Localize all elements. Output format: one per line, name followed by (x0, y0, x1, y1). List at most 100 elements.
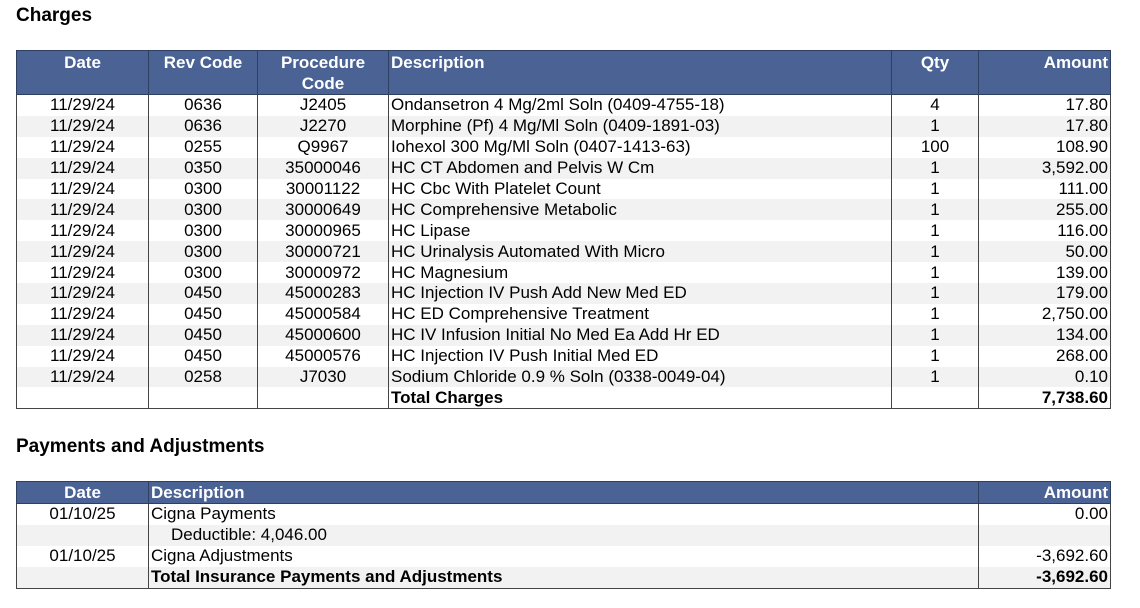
charge-rev-code: 0255 (148, 136, 258, 158)
charge-amount: 108.90 (978, 136, 1111, 158)
charge-qty: 1 (891, 303, 979, 325)
charge-qty: 1 (891, 241, 979, 263)
total-charges-amount: 7,738.60 (978, 387, 1111, 410)
charge-amount: 139.00 (978, 262, 1111, 284)
total-payments-label: Total Insurance Payments and Adjustments (148, 566, 979, 589)
charge-qty: 1 (891, 199, 979, 221)
charge-qty: 1 (891, 220, 979, 242)
total-empty-cell (16, 566, 149, 589)
charge-description: HC Injection IV Push Initial Med ED (388, 345, 892, 367)
charges-body: 11/29/24 0636 J2405 Ondansetron 4 Mg/2ml So… (16, 94, 1111, 410)
charge-description: HC Cbc With Platelet Count (388, 178, 892, 200)
charge-procedure-code: J7030 (257, 366, 389, 388)
payments-body: 01/10/25 Cigna Payments 0.00 Deductible: 4,… (16, 503, 1111, 589)
charge-date: 11/29/24 (16, 178, 149, 200)
charge-row: 11/29/24 0300 30000965 HC Lipase 1 116.00 (16, 220, 1111, 242)
charge-rev-code: 0636 (148, 115, 258, 137)
payments-table: Date Description Amount 01/10/25 Cigna Pa… (16, 481, 1111, 589)
charge-description: HC IV Infusion Initial No Med Ea Add Hr … (388, 324, 892, 346)
charge-procedure-code: 45000584 (257, 303, 389, 325)
charge-row: 11/29/24 0258 J7030 Sodium Chloride 0.9 % S… (16, 366, 1111, 388)
charge-rev-code: 0300 (148, 178, 258, 200)
total-empty-cell (891, 387, 979, 410)
charge-qty: 1 (891, 324, 979, 346)
charges-total-row: Total Charges 7,738.60 (16, 387, 1111, 410)
column-header-amount: Amount (978, 481, 1111, 504)
charge-description: Morphine (Pf) 4 Mg/Ml Soln (0409-1891-03… (388, 115, 892, 137)
charge-date: 11/29/24 (16, 324, 149, 346)
payments-header-row: Date Description Amount (16, 481, 1111, 504)
charges-table: Date Rev Code Procedure Code Description… (16, 50, 1111, 410)
charge-qty: 1 (891, 178, 979, 200)
charge-description: HC Magnesium (388, 262, 892, 284)
charge-rev-code: 0258 (148, 366, 258, 388)
charge-description: HC ED Comprehensive Treatment (388, 303, 892, 325)
charges-header-row: Date Rev Code Procedure Code Description… (16, 50, 1111, 95)
charge-qty: 1 (891, 345, 979, 367)
charge-amount: 0.10 (978, 366, 1111, 388)
column-header-rev-code: Rev Code (148, 50, 258, 95)
total-empty-cell (16, 387, 149, 410)
charge-row: 11/29/24 0450 45000584 HC ED Comprehensive … (16, 303, 1111, 325)
charge-row: 11/29/24 0450 45000600 HC IV Infusion Initi… (16, 324, 1111, 346)
charge-description: HC Urinalysis Automated With Micro (388, 241, 892, 263)
charge-rev-code: 0300 (148, 220, 258, 242)
charge-procedure-code: 30000649 (257, 199, 389, 221)
charge-amount: 255.00 (978, 199, 1111, 221)
payment-date: 01/10/25 (16, 545, 149, 567)
payment-description: Cigna Adjustments (148, 545, 979, 567)
charge-procedure-code: J2405 (257, 94, 389, 116)
charge-date: 11/29/24 (16, 199, 149, 221)
column-header-date: Date (16, 481, 149, 504)
charge-rev-code: 0450 (148, 283, 258, 304)
payments-section-title: Payments and Adjustments (16, 436, 265, 457)
charge-description: Iohexol 300 Mg/Ml Soln (0407-1413-63) (388, 136, 892, 158)
payment-row: 01/10/25 Cigna Adjustments -3,692.60 (16, 545, 1111, 567)
charge-qty: 1 (891, 115, 979, 137)
charges-section-title: Charges (16, 5, 93, 26)
charge-date: 11/29/24 (16, 157, 149, 179)
charge-rev-code: 0300 (148, 262, 258, 284)
charge-row: 11/29/24 0636 J2270 Morphine (Pf) 4 Mg/Ml S… (16, 115, 1111, 137)
charge-date: 11/29/24 (16, 262, 149, 284)
charge-date: 11/29/24 (16, 366, 149, 388)
charge-qty: 100 (891, 136, 979, 158)
charge-procedure-code: 45000600 (257, 324, 389, 346)
charge-amount: 268.00 (978, 345, 1111, 367)
total-empty-cell (257, 387, 389, 410)
total-empty-cell (148, 387, 258, 410)
charge-procedure-code: 30000721 (257, 241, 389, 263)
charge-row: 11/29/24 0300 30000649 HC Comprehensive Met… (16, 199, 1111, 221)
charge-qty: 1 (891, 262, 979, 284)
charge-rev-code: 0300 (148, 199, 258, 221)
charge-procedure-code: Q9967 (257, 136, 389, 158)
charge-amount: 179.00 (978, 283, 1111, 304)
charge-procedure-code: 45000283 (257, 283, 389, 304)
charge-qty: 1 (891, 157, 979, 179)
charge-date: 11/29/24 (16, 241, 149, 263)
charge-rev-code: 0636 (148, 94, 258, 116)
charge-description: HC Injection IV Push Add New Med ED (388, 283, 892, 304)
charge-row: 11/29/24 0300 30001122 HC Cbc With Platelet… (16, 178, 1111, 200)
payment-row: Deductible: 4,046.00 (16, 524, 1111, 546)
charge-rev-code: 0450 (148, 345, 258, 367)
charge-rev-code: 0450 (148, 324, 258, 346)
charge-row: 11/29/24 0636 J2405 Ondansetron 4 Mg/2ml So… (16, 94, 1111, 116)
charge-date: 11/29/24 (16, 136, 149, 158)
total-payments-amount: -3,692.60 (978, 566, 1111, 589)
payment-description: Cigna Payments (148, 503, 979, 525)
total-charges-label: Total Charges (388, 387, 892, 410)
charge-amount: 50.00 (978, 241, 1111, 263)
column-header-procedure-code: Procedure Code (257, 50, 389, 95)
payments-total-row: Total Insurance Payments and Adjustments… (16, 566, 1111, 589)
charge-description: Ondansetron 4 Mg/2ml Soln (0409-4755-18) (388, 94, 892, 116)
payment-date: 01/10/25 (16, 503, 149, 525)
charge-amount: 17.80 (978, 94, 1111, 116)
charge-amount: 134.00 (978, 324, 1111, 346)
charge-date: 11/29/24 (16, 303, 149, 325)
charge-row: 11/29/24 0350 35000046 HC CT Abdomen and Pe… (16, 157, 1111, 179)
payment-amount: 0.00 (978, 503, 1111, 525)
charge-rev-code: 0300 (148, 241, 258, 263)
charge-date: 11/29/24 (16, 94, 149, 116)
charge-amount: 111.00 (978, 178, 1111, 200)
